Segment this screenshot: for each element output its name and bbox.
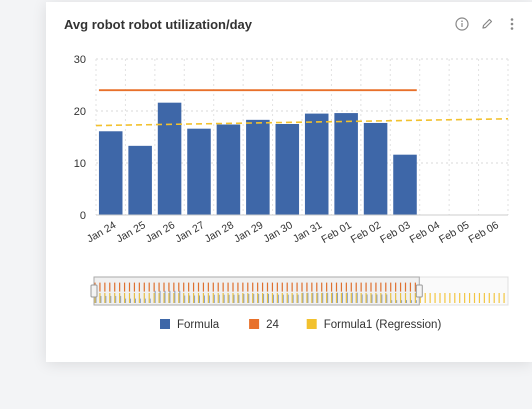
navigator-handle: [90, 284, 98, 298]
x-tick-label: Jan 31: [291, 219, 324, 245]
bars-layer: [98, 102, 417, 215]
bar: [393, 154, 417, 215]
range-navigator[interactable]: [90, 276, 509, 306]
x-tick-label: Feb 05: [437, 219, 471, 246]
x-tick-label: Feb 06: [466, 219, 500, 246]
y-tick-label: 0: [80, 210, 86, 222]
x-tick-label: Jan 29: [232, 219, 265, 245]
bar: [98, 131, 123, 215]
bar: [246, 119, 270, 215]
bar: [157, 102, 182, 215]
legend-label: Formula: [177, 319, 220, 331]
bar: [187, 128, 211, 215]
legend-label: Formula1 (Regression): [324, 319, 442, 331]
lines-layer: [95, 89, 509, 127]
bar: [363, 122, 388, 215]
legend-label: 24: [266, 319, 279, 331]
x-tick-label: Feb 01: [319, 219, 353, 246]
bar: [334, 113, 358, 215]
y-tick-label: 30: [74, 54, 86, 66]
info-icon[interactable]: [454, 16, 470, 32]
legend-swatch: [160, 319, 170, 329]
y-axis: 0 10 20 30: [74, 54, 86, 222]
kebab-menu-icon[interactable]: [504, 16, 520, 32]
x-tick-label: Feb 03: [378, 219, 412, 246]
legend-swatch: [249, 319, 260, 329]
legend: Formula 24 Formula1 (Regression): [160, 319, 441, 331]
x-tick-label: Jan 25: [114, 219, 147, 245]
y-tick-label: 10: [74, 158, 86, 170]
y-tick-label: 20: [74, 106, 86, 118]
x-tick-label: Feb 04: [408, 219, 442, 246]
bar: [304, 113, 329, 215]
chart-title: Avg robot robot utilization/day: [64, 17, 253, 32]
navigator-selection: [93, 276, 420, 306]
pencil-icon[interactable]: [479, 16, 495, 32]
x-tick-label: Jan 27: [173, 219, 206, 245]
bar: [216, 124, 241, 215]
bar: [275, 124, 300, 215]
navigator-handle: [415, 284, 423, 298]
x-tick-label: Jan 24: [85, 219, 118, 245]
card-actions: [454, 16, 520, 32]
legend-swatch: [306, 319, 317, 329]
x-tick-label: Jan 30: [261, 219, 294, 245]
x-tick-label: Jan 26: [144, 219, 177, 245]
chart-card: Avg robot robot utilization/day 0 10 20 30 …: [46, 2, 532, 362]
regression-line: [95, 118, 509, 127]
x-tick-label: Feb 02: [349, 219, 383, 246]
x-tick-label: Jan 28: [203, 219, 236, 245]
bar: [128, 145, 152, 215]
